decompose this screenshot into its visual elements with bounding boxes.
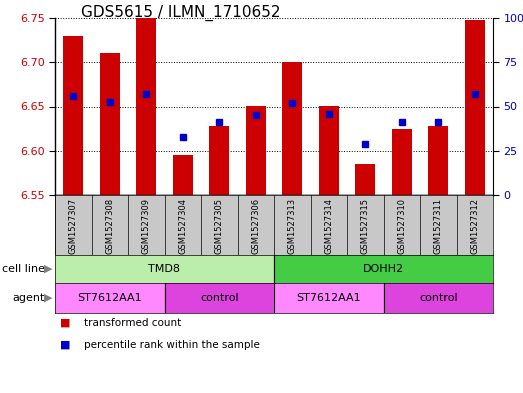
Bar <box>246 107 266 195</box>
Bar <box>355 164 376 195</box>
Text: GSM1527310: GSM1527310 <box>397 198 406 254</box>
Bar <box>428 126 448 195</box>
Text: GSM1527309: GSM1527309 <box>142 198 151 254</box>
Text: ▶: ▶ <box>44 264 52 274</box>
Bar <box>136 18 156 195</box>
Bar <box>392 129 412 195</box>
Text: GDS5615 / ILMN_1710652: GDS5615 / ILMN_1710652 <box>81 5 281 21</box>
Bar <box>173 155 193 195</box>
Text: ST7612AA1: ST7612AA1 <box>297 293 361 303</box>
Bar <box>209 126 229 195</box>
Text: TMD8: TMD8 <box>149 264 180 274</box>
Bar <box>165 283 274 313</box>
Bar <box>383 283 493 313</box>
Bar <box>465 20 485 195</box>
Text: ■: ■ <box>60 318 71 328</box>
Text: ST7612AA1: ST7612AA1 <box>77 293 142 303</box>
Bar <box>100 53 120 195</box>
Text: transformed count: transformed count <box>84 318 181 328</box>
Text: GSM1527313: GSM1527313 <box>288 198 297 254</box>
Text: control: control <box>200 293 238 303</box>
Bar <box>282 62 302 195</box>
Bar <box>55 283 165 313</box>
Bar <box>274 255 493 283</box>
Text: GSM1527307: GSM1527307 <box>69 198 78 254</box>
Text: GSM1527308: GSM1527308 <box>105 198 114 254</box>
Text: GSM1527304: GSM1527304 <box>178 198 187 254</box>
Text: GSM1527311: GSM1527311 <box>434 198 443 254</box>
Text: control: control <box>419 293 458 303</box>
Text: DOHH2: DOHH2 <box>363 264 404 274</box>
Bar <box>63 36 83 195</box>
Text: ▶: ▶ <box>44 293 52 303</box>
Text: percentile rank within the sample: percentile rank within the sample <box>84 340 259 350</box>
Text: ■: ■ <box>60 340 71 350</box>
Text: GSM1527306: GSM1527306 <box>251 198 260 254</box>
Text: GSM1527315: GSM1527315 <box>361 198 370 254</box>
Bar <box>319 107 339 195</box>
Text: cell line: cell line <box>2 264 44 274</box>
Text: GSM1527314: GSM1527314 <box>324 198 333 254</box>
Bar <box>55 255 274 283</box>
Text: agent: agent <box>12 293 44 303</box>
Bar <box>274 283 383 313</box>
Text: GSM1527305: GSM1527305 <box>215 198 224 254</box>
Text: GSM1527312: GSM1527312 <box>470 198 479 254</box>
